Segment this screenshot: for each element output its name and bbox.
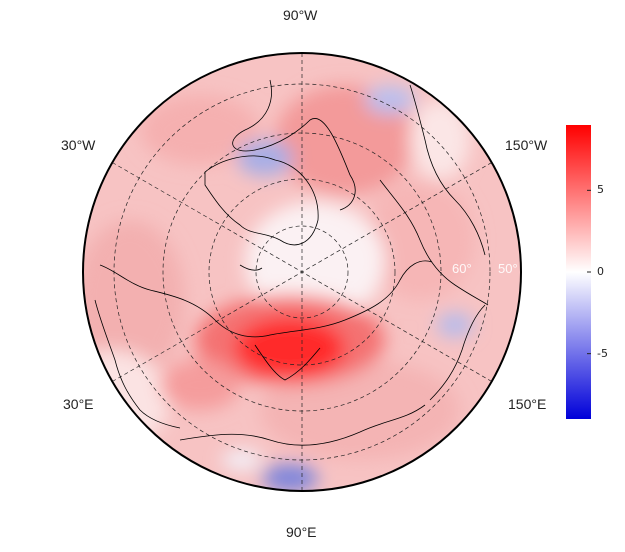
svalbard-coast [239, 264, 263, 271]
meridian-line [112, 162, 492, 382]
lon-label-right-lower: 150°E [508, 396, 547, 412]
anomaly-blob [262, 464, 318, 491]
anomaly-blob [222, 450, 262, 470]
anomaly-blob [365, 86, 415, 114]
china-border [179, 404, 426, 446]
colorbar [566, 125, 591, 419]
colorbar-ticks [587, 189, 591, 355]
colorbar-tick-label: 5 [597, 183, 604, 197]
anomaly-blob [245, 202, 385, 322]
lat-label-outer: 50° [498, 261, 518, 276]
anomaly-blob [83, 220, 185, 380]
map-border [82, 52, 522, 492]
lon-label-left-lower: 30°E [63, 396, 94, 412]
taymyr-coast [254, 344, 321, 381]
lat-label-inner: 60° [452, 261, 472, 276]
greenland-coast [204, 155, 319, 246]
anomaly-blob [237, 140, 293, 176]
anomaly-blob [410, 100, 470, 180]
lon-label-bottom: 90°E [286, 524, 317, 540]
anomaly-blob [437, 313, 473, 337]
north-america-coast [409, 84, 486, 256]
canadian-arctic-coast [232, 79, 356, 211]
colorbar-tick-label: -5 [597, 346, 608, 360]
east-asia-coast [429, 304, 486, 401]
alaska-coast [379, 179, 489, 306]
coastlines [94, 79, 489, 446]
lon-label-top: 90°W [283, 7, 318, 23]
colorbar-tick-label: 0 [597, 265, 604, 278]
anomaly-blob [260, 360, 460, 460]
europe-coast [94, 299, 181, 429]
anomaly-blob [140, 95, 260, 165]
anomaly-blob [235, 318, 345, 378]
lon-label-left-upper: 30°W [61, 137, 96, 153]
lon-label-right-upper: 150°W [505, 137, 548, 153]
anomaly-blob [160, 360, 240, 410]
colorbar-gradient [566, 125, 591, 419]
map-disk [83, 53, 521, 491]
latitude-circle [255, 225, 349, 319]
eurasia-coast [99, 260, 433, 338]
